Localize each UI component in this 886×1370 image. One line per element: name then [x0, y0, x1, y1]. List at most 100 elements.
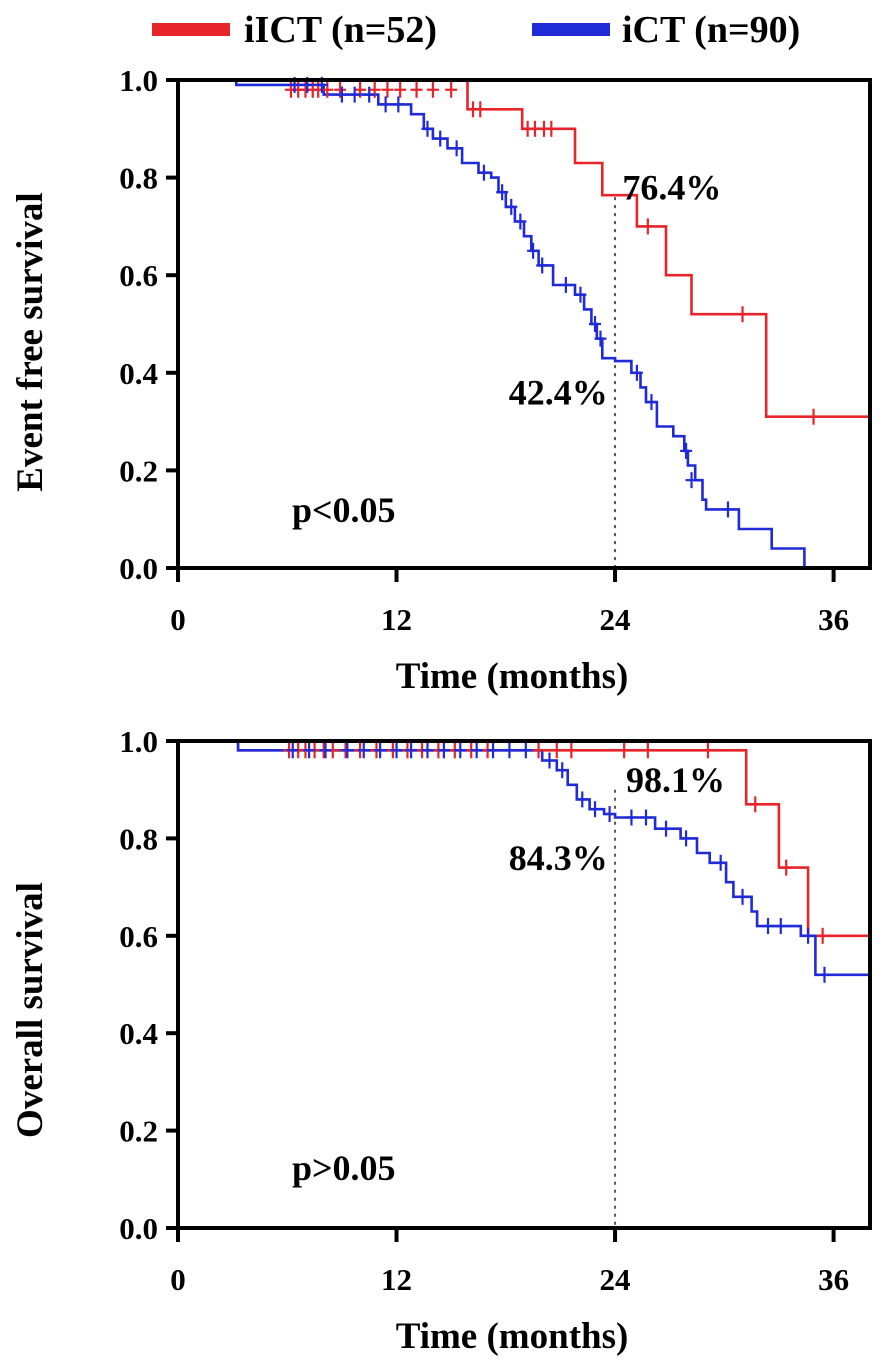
x-tick-label: 36 [818, 602, 849, 637]
censor-mark-iict [545, 120, 558, 137]
censor-mark-ict [536, 257, 549, 274]
censor-mark-ict [348, 86, 361, 103]
p-value-label: p>0.05 [292, 1148, 396, 1188]
legend-swatch-ict [532, 23, 610, 36]
censor-mark-ict [496, 184, 509, 201]
plot-frame [176, 78, 872, 570]
censor-mark-ict [421, 742, 434, 759]
survival-annotation: 98.1% [626, 760, 725, 800]
censor-mark-ict [503, 742, 516, 759]
censor-mark-ict [470, 742, 483, 759]
censor-mark-ict [392, 96, 405, 113]
censor-mark-ict [559, 276, 572, 293]
censor-mark-iict [749, 796, 762, 813]
censor-mark-ict [685, 472, 698, 489]
censor-mark-ict [645, 394, 658, 411]
censor-mark-ict [556, 762, 569, 779]
censor-mark-iict [445, 81, 458, 98]
censor-mark-ict [477, 164, 490, 181]
censor-mark-ict [594, 330, 607, 347]
censor-mark-ict [374, 742, 387, 759]
censor-mark-ict [405, 742, 418, 759]
censor-mark-ict [721, 501, 734, 518]
censor-mark-ict [437, 742, 450, 759]
legend-swatch-iict [152, 23, 230, 36]
censor-mark-ict [303, 742, 316, 759]
censor-mark-ict [774, 918, 787, 935]
series-line-iict [178, 78, 870, 418]
y-tick-label: 0.8 [119, 161, 158, 196]
legend-label-ict: iCT (n=90) [622, 9, 800, 51]
survival-annotation: 76.4% [622, 167, 721, 207]
censor-mark-ict [714, 854, 727, 871]
y-tick-label: 1.0 [119, 724, 158, 759]
p-value-label: p<0.05 [292, 490, 396, 530]
censor-mark-ict [640, 809, 653, 826]
survival-annotation: 84.3% [509, 838, 608, 878]
censor-mark-iict [394, 81, 407, 98]
survival-annotation: 42.4% [509, 372, 608, 412]
x-axis-title: Time (months) [396, 656, 629, 697]
x-axis-title: Time (months) [396, 1316, 629, 1357]
censor-mark-ict [341, 742, 354, 759]
censor-mark-ict [519, 742, 532, 759]
censor-mark-ict [574, 286, 587, 303]
censor-mark-ict [379, 96, 392, 113]
censor-mark-iict [641, 742, 654, 759]
censor-mark-ict [454, 742, 467, 759]
x-tick-label: 0 [170, 1262, 186, 1297]
x-tick-label: 36 [818, 1262, 849, 1297]
censor-mark-ict [625, 809, 638, 826]
y-axis-title: Overall survival [10, 882, 51, 1138]
censor-mark-iict [550, 742, 563, 759]
censor-mark-iict [736, 306, 749, 323]
censor-mark-ict [680, 830, 693, 847]
censor-mark-iict [410, 81, 423, 98]
y-tick-label: 0.8 [119, 821, 158, 856]
event-free-survival-panel: 0.0 0.2 0.4 0.6 0.8 1.0 0 12 24 36 Event free su… [10, 63, 872, 697]
x-tick-label: 12 [381, 602, 412, 637]
censor-mark-ict [434, 130, 447, 147]
censor-mark-ict [603, 806, 616, 823]
censor-mark-iict [701, 742, 714, 759]
censor-mark-iict [816, 927, 829, 944]
y-tick-label: 0.4 [119, 356, 158, 391]
censor-mark-ict [576, 791, 589, 808]
legend: iICT (n=52) iCT (n=90) [152, 9, 800, 51]
y-tick-label: 0.6 [119, 919, 158, 954]
censor-mark-ict [335, 86, 348, 103]
x-tick-label: 0 [170, 602, 186, 637]
censor-mark-ict [818, 966, 831, 983]
censor-mark-ict [680, 442, 693, 459]
censor-mark-iict [381, 81, 394, 98]
censor-mark-ict [450, 140, 463, 157]
censor-mark-ict [319, 742, 332, 759]
censor-mark-ict [589, 316, 602, 332]
censor-mark-ict [487, 742, 500, 759]
censor-mark-iict [426, 81, 439, 98]
y-tick-label: 0.0 [119, 1211, 158, 1246]
censor-mark-ict [357, 742, 370, 759]
y-tick-label: 0.6 [119, 258, 158, 293]
censor-mark-iict [780, 859, 793, 876]
censor-mark-iict [641, 218, 654, 235]
censor-mark-ict [286, 742, 299, 759]
censor-mark-iict [565, 742, 578, 759]
censor-mark-ict [390, 742, 403, 759]
censor-mark-ict [514, 213, 527, 230]
y-tick-label: 0.4 [119, 1016, 158, 1051]
series-line-ict [178, 78, 806, 568]
plot-frame [176, 739, 872, 1230]
censor-mark-iict [474, 101, 487, 118]
legend-item-iict: iICT (n=52) [152, 9, 437, 51]
censor-mark-ict [363, 86, 376, 103]
censor-mark-iict [532, 742, 545, 759]
censor-mark-ict [630, 364, 643, 381]
censor-mark-ict [589, 801, 602, 818]
y-tick-label: 0.0 [119, 551, 158, 586]
censor-mark-ict [802, 927, 815, 944]
censor-mark-ict [660, 820, 673, 837]
y-tick-label: 0.2 [119, 453, 158, 488]
y-tick-label: 1.0 [119, 63, 158, 98]
